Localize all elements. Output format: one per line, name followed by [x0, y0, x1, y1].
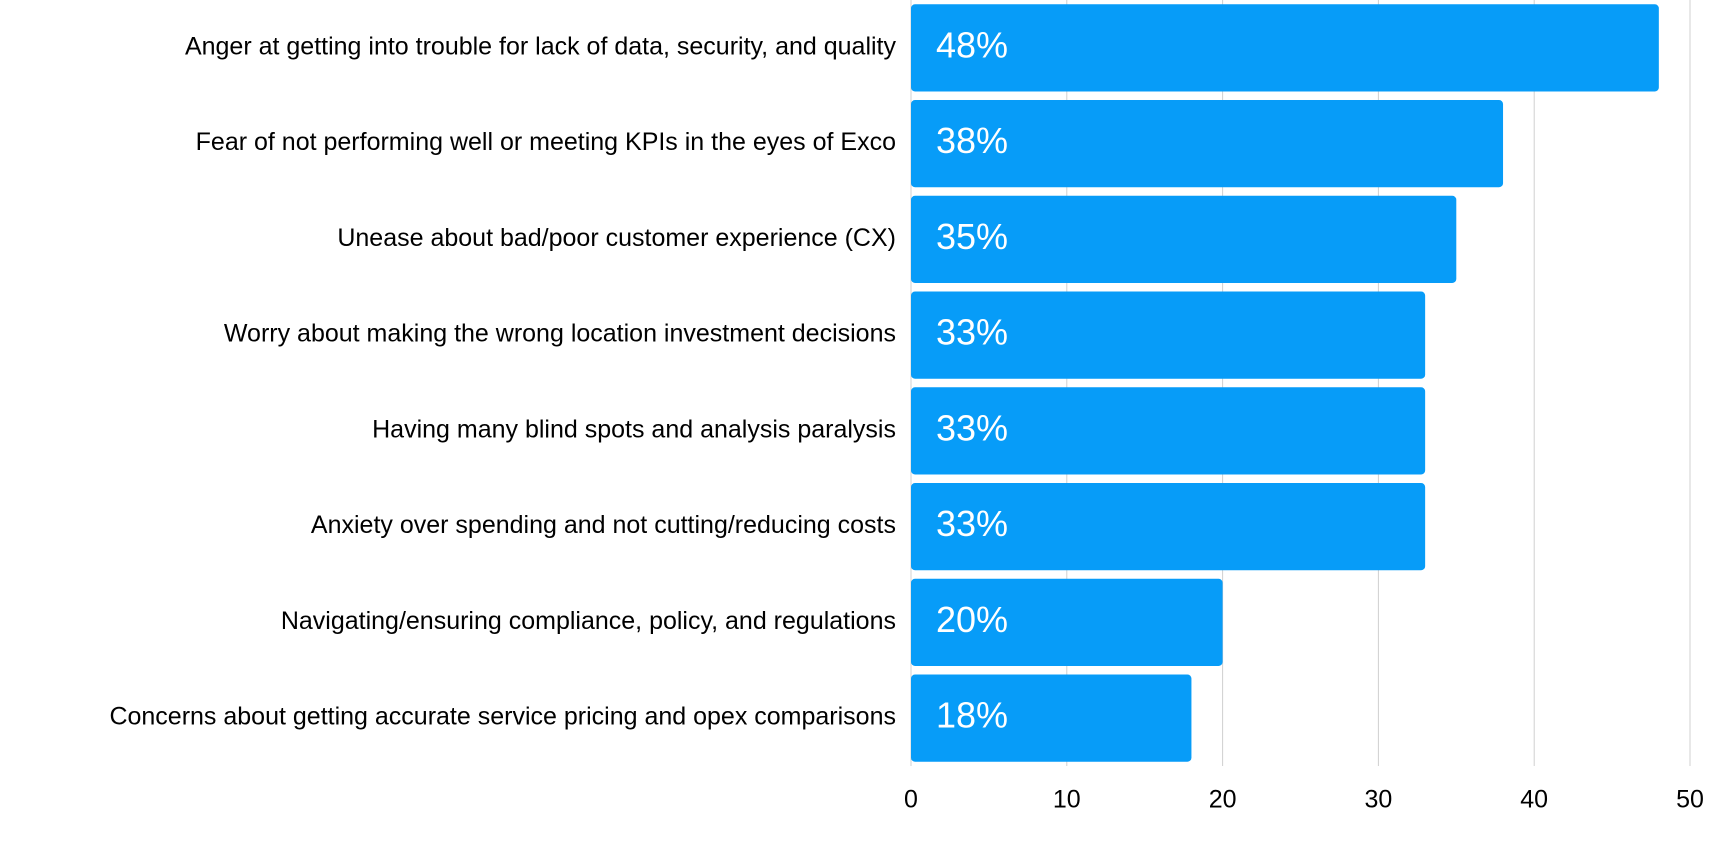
- value-label: 33%: [936, 312, 1008, 353]
- x-tick-label: 0: [904, 786, 918, 814]
- bar: [911, 387, 1426, 475]
- bar: [911, 578, 1223, 666]
- category-label: Unease about bad/poor customer experienc…: [337, 224, 896, 252]
- category-label: Anger at getting into trouble for lack o…: [185, 32, 897, 60]
- value-label: 33%: [936, 503, 1008, 544]
- category-label: Fear of not performing well or meeting K…: [196, 128, 896, 156]
- value-label: 20%: [936, 599, 1008, 640]
- bar: [911, 100, 1504, 188]
- bar: [911, 4, 1659, 92]
- category-label: Concerns about getting accurate service …: [109, 703, 896, 731]
- x-tick-label: 50: [1676, 786, 1704, 814]
- x-tick-label: 10: [1053, 786, 1081, 814]
- bar: [911, 483, 1426, 571]
- bar: [911, 291, 1426, 379]
- category-label: Anxiety over spending and not cutting/re…: [311, 511, 896, 539]
- value-label: 48%: [936, 24, 1008, 65]
- value-label: 35%: [936, 216, 1008, 257]
- value-label: 33%: [936, 407, 1008, 448]
- x-tick-label: 40: [1520, 786, 1548, 814]
- value-label: 38%: [936, 120, 1008, 161]
- x-tick-label: 20: [1209, 786, 1237, 814]
- category-label: Navigating/ensuring compliance, policy, …: [281, 607, 896, 635]
- category-label: Having many blind spots and analysis par…: [372, 415, 896, 443]
- bar: [911, 195, 1457, 283]
- value-label: 18%: [936, 695, 1008, 736]
- category-label: Worry about making the wrong location in…: [224, 320, 896, 348]
- bar: [911, 674, 1192, 762]
- x-tick-label: 30: [1364, 786, 1392, 814]
